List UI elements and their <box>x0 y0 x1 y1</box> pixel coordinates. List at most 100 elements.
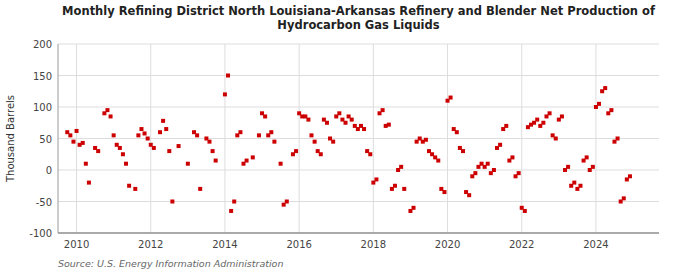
grid <box>58 44 659 233</box>
point <box>257 133 261 137</box>
x-grid-line <box>299 44 300 233</box>
point <box>146 137 150 141</box>
point <box>226 74 230 78</box>
point <box>560 114 564 118</box>
point <box>223 92 227 96</box>
point <box>279 162 283 166</box>
point <box>473 171 477 175</box>
point <box>170 200 174 204</box>
point <box>68 133 72 137</box>
point <box>381 108 385 112</box>
point <box>449 96 453 100</box>
point <box>272 140 276 144</box>
point <box>424 138 428 142</box>
point <box>75 129 79 133</box>
point <box>436 159 440 163</box>
y-grid-line <box>58 75 659 76</box>
point <box>309 133 313 137</box>
source: Source: U.S. Energy Information Administ… <box>58 258 283 269</box>
point <box>251 155 255 159</box>
point <box>467 193 471 197</box>
point <box>393 184 397 188</box>
point <box>591 165 595 169</box>
y-tick-label: 50 <box>39 134 52 145</box>
point <box>81 141 85 145</box>
point <box>198 187 202 191</box>
point <box>504 124 508 128</box>
point <box>622 196 626 200</box>
point <box>492 168 496 172</box>
point <box>628 174 632 178</box>
x-tick-label: 2016 <box>286 239 311 250</box>
y-tick-label: 0 <box>46 165 52 176</box>
point <box>566 165 570 169</box>
point <box>603 86 607 90</box>
point <box>105 108 109 112</box>
x-grid-line <box>150 44 151 233</box>
point <box>541 121 545 125</box>
point <box>412 206 416 210</box>
point <box>269 130 273 134</box>
chart: Monthly Refining District North Louisian… <box>0 0 675 275</box>
title: Monthly Refining District North Louisian… <box>62 4 656 32</box>
point <box>554 137 558 141</box>
point <box>71 140 75 144</box>
point <box>306 118 310 122</box>
point <box>152 146 156 150</box>
point <box>313 140 317 144</box>
point <box>136 133 140 137</box>
points <box>65 74 632 213</box>
point <box>399 165 403 169</box>
point <box>461 149 465 153</box>
x-tick-label: 2010 <box>64 239 89 250</box>
y-grid-line <box>58 44 659 45</box>
point <box>455 130 459 134</box>
point <box>87 181 91 185</box>
point <box>127 184 131 188</box>
point <box>177 144 181 148</box>
point <box>486 162 490 166</box>
point <box>616 137 620 141</box>
y-tick-label: 200 <box>33 39 52 50</box>
point <box>229 209 233 213</box>
y-grid-line <box>58 233 659 234</box>
point <box>362 127 366 131</box>
point <box>167 149 171 153</box>
point <box>214 159 218 163</box>
point <box>510 155 514 159</box>
point <box>84 162 88 166</box>
y-grid-line <box>58 201 659 202</box>
y-grid-line <box>58 170 659 171</box>
x-grid-line <box>595 44 596 233</box>
point <box>186 162 190 166</box>
x-tick-label: 2022 <box>509 239 534 250</box>
point <box>211 149 215 153</box>
point <box>245 159 249 163</box>
point <box>535 118 539 122</box>
x-grid-line <box>521 44 522 233</box>
x-grid-line <box>373 44 374 233</box>
point <box>232 200 236 204</box>
point <box>368 152 372 156</box>
point <box>263 114 267 118</box>
point <box>158 130 162 134</box>
y-tick-label: 150 <box>33 71 52 82</box>
point <box>548 111 552 115</box>
x-tick-label: 2020 <box>435 239 460 250</box>
y-grid-line <box>58 107 659 108</box>
x-grid-line <box>447 44 448 233</box>
point <box>609 108 613 112</box>
point <box>195 133 199 137</box>
y-tick-label: 100 <box>33 102 52 113</box>
x-grid-line <box>224 44 225 233</box>
point <box>523 209 527 213</box>
point <box>109 114 113 118</box>
point <box>585 155 589 159</box>
y-tick-label: -50 <box>36 197 52 208</box>
point <box>238 130 242 134</box>
point <box>402 187 406 191</box>
point <box>387 123 391 127</box>
x-axis-line <box>58 233 659 234</box>
point <box>374 177 378 181</box>
point <box>139 127 143 131</box>
